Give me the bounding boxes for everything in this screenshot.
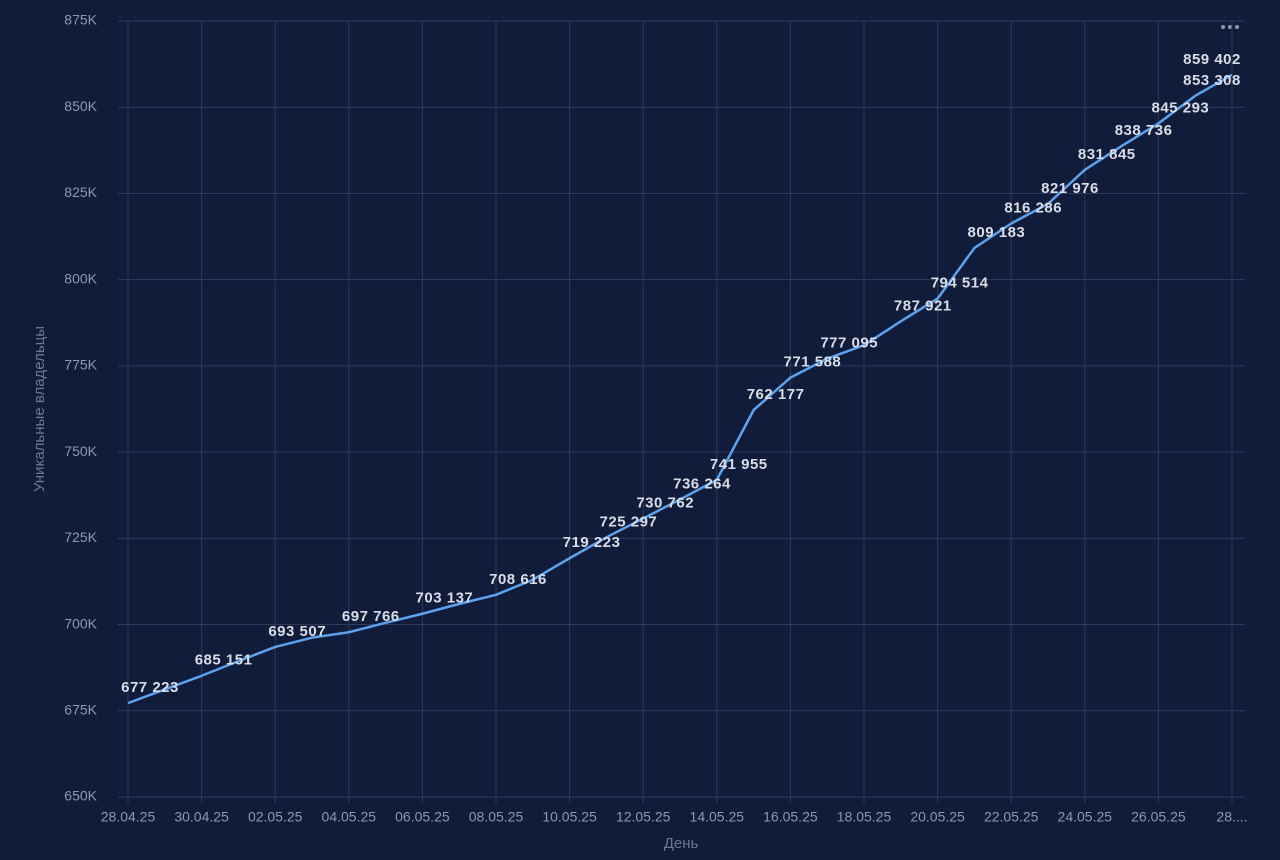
data-label: 677 223 (121, 679, 179, 696)
data-label: 693 507 (268, 623, 326, 640)
y-axis-title: Уникальные владельцы (31, 326, 48, 492)
data-label: 771 588 (784, 354, 842, 371)
y-tick-label: 675K (64, 701, 97, 717)
data-label: 794 514 (931, 275, 989, 292)
x-tick-label: 18.05.25 (837, 809, 892, 825)
data-label: 777 095 (820, 335, 878, 352)
data-line (127, 73, 1233, 705)
x-tick-label: 06.05.25 (395, 809, 450, 825)
y-tick-label: 825K (64, 184, 97, 200)
y-tick-label: 875K (64, 12, 97, 28)
x-tick-label: 24.05.25 (1058, 809, 1113, 825)
x-tick-label: 04.05.25 (322, 809, 377, 825)
data-label: 845 293 (1152, 99, 1210, 116)
data-label: 816 286 (1004, 199, 1062, 216)
data-label: 736 264 (673, 475, 731, 492)
x-tick-label: 28.04.25 (101, 809, 156, 825)
y-tick-label: 775K (64, 357, 97, 373)
data-label: 697 766 (342, 608, 400, 625)
data-label: 719 223 (563, 534, 621, 551)
x-tick-label: 20.05.25 (910, 809, 965, 825)
x-tick-label: 12.05.25 (616, 809, 671, 825)
data-label: 725 297 (600, 513, 658, 530)
x-tick-label: 28.... (1216, 809, 1247, 825)
y-tick-label: 650K (64, 788, 97, 804)
menu-dot (1221, 25, 1225, 29)
data-label: 853 308 (1183, 72, 1241, 89)
data-label: 859 402 (1183, 51, 1241, 68)
menu-dot (1228, 25, 1232, 29)
x-tick-label: 26.05.25 (1131, 809, 1186, 825)
data-label: 708 616 (489, 571, 547, 588)
x-tick-label: 22.05.25 (984, 809, 1039, 825)
x-tick-label: 10.05.25 (542, 809, 597, 825)
data-label: 762 177 (747, 386, 805, 403)
x-tick-label: 30.04.25 (174, 809, 229, 825)
x-tick-label: 16.05.25 (763, 809, 818, 825)
data-label: 821 976 (1041, 180, 1099, 197)
y-tick-label: 700K (64, 615, 97, 631)
data-label: 741 955 (710, 456, 768, 473)
data-label: 685 151 (195, 652, 253, 669)
x-axis-title: День (664, 835, 699, 852)
data-label: 809 183 (968, 224, 1026, 241)
x-tick-label: 14.05.25 (690, 809, 745, 825)
x-tick-label: 02.05.25 (248, 809, 303, 825)
y-tick-label: 750K (64, 443, 97, 459)
menu-icon[interactable] (1221, 25, 1239, 29)
y-tick-label: 725K (64, 529, 97, 545)
y-tick-label: 850K (64, 98, 97, 114)
data-label: 831 845 (1078, 146, 1136, 163)
data-label: 703 137 (416, 590, 474, 607)
data-label: 787 921 (894, 297, 952, 314)
data-label: 838 736 (1115, 122, 1173, 139)
data-label: 730 762 (636, 494, 694, 511)
menu-dot (1235, 25, 1239, 29)
x-tick-label: 08.05.25 (469, 809, 524, 825)
y-tick-label: 800K (64, 270, 97, 286)
